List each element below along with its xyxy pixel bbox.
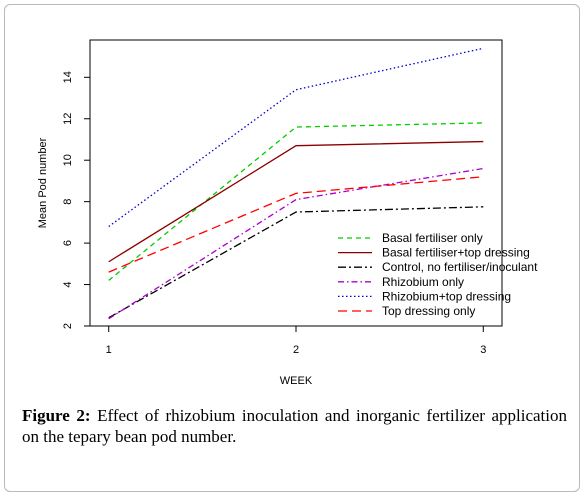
legend-entry: Rhizobium only	[382, 275, 464, 289]
x-tick-label: 3	[480, 344, 486, 356]
legend-entry: Control, no fertiliser/inoculant	[382, 260, 538, 274]
series-line-6	[108, 176, 484, 273]
legend-entry: Top dressing only	[382, 304, 475, 318]
legend-entry: Basal fertiliser+top dressing	[382, 246, 530, 260]
legend-entry: Rhizobium+top dressing	[382, 289, 511, 303]
x-tick-label: 1	[106, 344, 112, 356]
y-axis-label: Mean Pod number	[37, 137, 49, 228]
y-tick-label: 10	[62, 154, 74, 166]
y-tick-label: 2	[62, 323, 74, 329]
y-tick-label: 8	[62, 199, 74, 205]
x-tick-label: 2	[293, 344, 299, 356]
series-line-4	[108, 167, 484, 320]
caption-text: Effect of rhizobium inoculation and inor…	[22, 406, 567, 446]
x-axis-label: WEEK	[280, 375, 313, 387]
figure-caption: Figure 2: Effect of rhizobium inoculatio…	[22, 405, 567, 447]
y-tick-label: 6	[62, 240, 74, 246]
legend-entry: Basal fertiliser only	[382, 231, 483, 245]
caption-label: Figure 2:	[22, 406, 91, 425]
figure-frame	[4, 4, 580, 492]
series-line-2	[108, 140, 484, 263]
chart-series	[108, 47, 484, 320]
y-tick-label: 4	[62, 281, 74, 287]
series-line-3	[108, 206, 484, 319]
y-tick-label: 12	[62, 113, 74, 125]
series-line-5	[108, 47, 484, 228]
y-tick-label: 14	[62, 71, 74, 83]
